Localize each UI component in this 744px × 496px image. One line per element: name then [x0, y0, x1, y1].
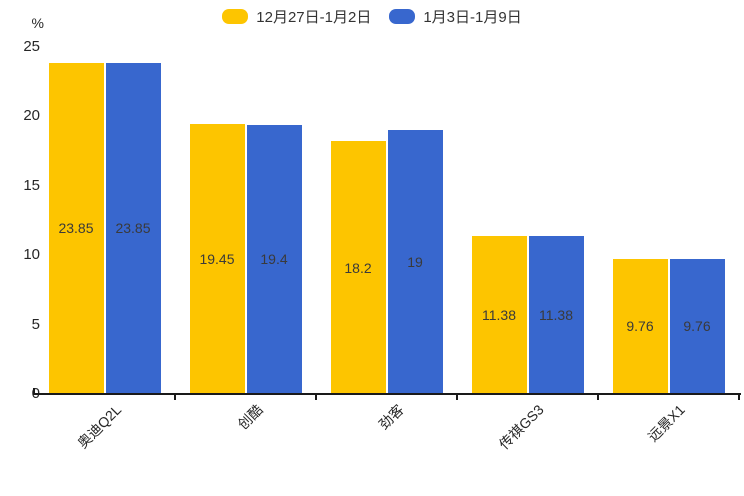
y-tick-label: 25: [23, 38, 40, 55]
bar[interactable]: [387, 130, 443, 394]
bar[interactable]: [330, 141, 386, 394]
legend-label: 1月3日-1月9日: [423, 9, 522, 26]
bar[interactable]: [612, 258, 668, 394]
y-tick-label: 15: [23, 176, 40, 194]
legend-item[interactable]: 1月3日-1月9日: [389, 6, 522, 27]
axis-tick: [174, 394, 176, 400]
y-axis-unit-label: %: [31, 15, 44, 31]
bar[interactable]: [105, 62, 161, 394]
axis-tick: [315, 394, 317, 400]
bar-value-label: 23.85: [115, 220, 151, 237]
bar-value-label: 19: [407, 254, 423, 271]
bar-value-label: 19.45: [199, 251, 235, 268]
bar-value-label: 23.85: [58, 220, 94, 237]
bar[interactable]: [189, 124, 245, 394]
bar[interactable]: [48, 62, 104, 394]
legend-item[interactable]: 12月27日-1月2日: [222, 6, 371, 27]
bar-value-label: 11.38: [482, 307, 516, 324]
category-label: 劲客: [375, 401, 407, 433]
y-tick-label: 10: [23, 246, 40, 264]
legend-label: 12月27日-1月2日: [256, 9, 372, 26]
chart-legend: 12月27日-1月2日 1月3日-1月9日: [0, 6, 744, 27]
bar[interactable]: [528, 236, 584, 394]
bar[interactable]: [471, 236, 527, 394]
axis-tick: [597, 394, 599, 400]
axis-tick: [738, 394, 740, 400]
legend-swatch-icon: [222, 9, 249, 24]
bar[interactable]: [669, 258, 725, 394]
category-label: 奥迪Q2L: [74, 401, 125, 452]
category-label: 创酷: [234, 401, 266, 433]
axis-tick: [456, 394, 458, 400]
axis-tick: [33, 388, 35, 394]
y-tick-label: 5: [31, 315, 40, 333]
bar-value-label: 19.4: [260, 251, 288, 268]
category-label: 远景X1: [645, 401, 689, 445]
bar-value-label: 9.76: [626, 318, 654, 335]
bar-value-label: 18.2: [344, 259, 372, 276]
x-axis-line: [33, 393, 741, 395]
bar[interactable]: [246, 124, 302, 394]
legend-swatch-icon: [389, 9, 416, 24]
bar-value-label: 11.38: [539, 307, 573, 324]
category-label: 传祺GS3: [496, 401, 548, 453]
bar-value-label: 9.76: [683, 318, 711, 335]
y-tick-label: 20: [23, 107, 40, 125]
